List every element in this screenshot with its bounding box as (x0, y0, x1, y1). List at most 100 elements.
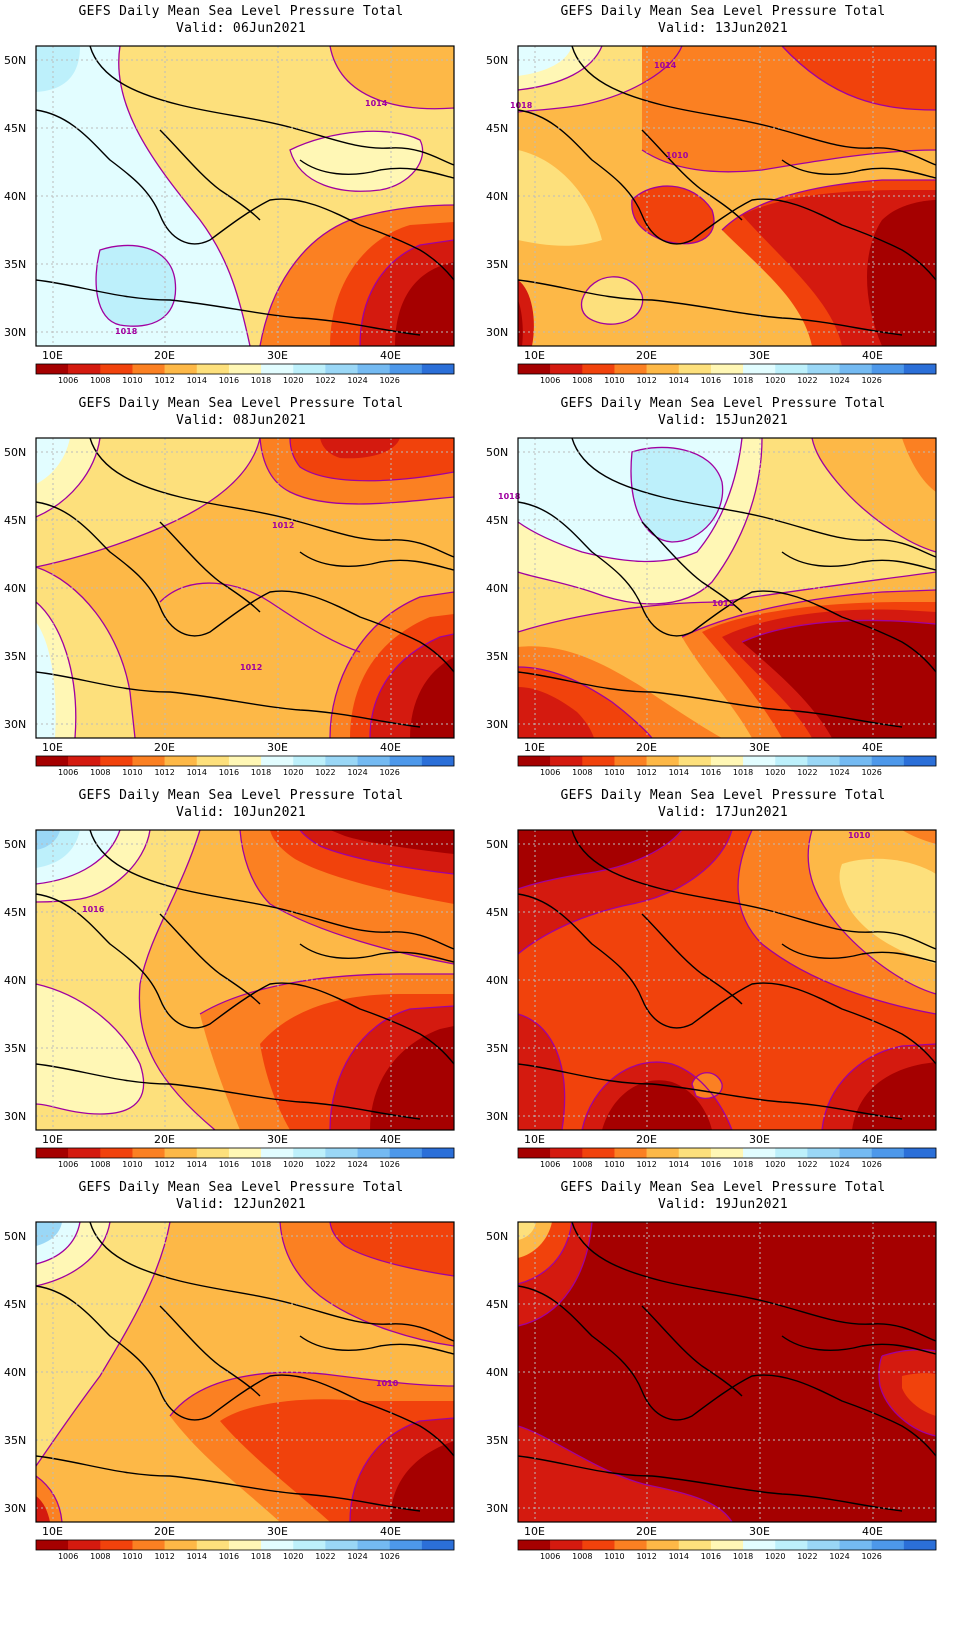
colorbar-swatch (582, 1148, 615, 1158)
colorbar-swatch (36, 1540, 69, 1550)
contour-label: 1010 (848, 831, 871, 840)
colorbar-label: 1014 (187, 768, 207, 777)
colorbar-label: 1012 (636, 768, 656, 777)
contour-label: 1014 (365, 99, 388, 108)
lon-label: 40E (862, 741, 883, 754)
colorbar-swatch (100, 1540, 133, 1550)
lon-label: 20E (154, 1133, 175, 1146)
map-panel-10jun: GEFS Daily Mean Sea Level Pressure Total… (0, 784, 482, 1194)
lon-label: 10E (524, 741, 545, 754)
contour-label: 1018 (510, 101, 533, 110)
colorbar-swatch (325, 1540, 358, 1550)
colorbar-label: 1012 (154, 1160, 174, 1169)
colorbar-swatch (132, 364, 165, 374)
colorbar-label: 1010 (604, 1552, 624, 1561)
colorbar-swatch (614, 1148, 647, 1158)
colorbar-swatch (646, 364, 680, 374)
lat-label: 35N (486, 1434, 508, 1447)
colorbar-label: 1014 (669, 376, 689, 385)
colorbar-label: 1008 (572, 1552, 592, 1561)
colorbar-label: 1018 (733, 768, 753, 777)
panel-title: GEFS Daily Mean Sea Level Pressure Total (560, 1180, 886, 1195)
lon-label: 30E (749, 1133, 770, 1146)
colorbar-swatch (164, 756, 198, 766)
colorbar-swatch (325, 1148, 358, 1158)
map-panel-06jun: GEFS Daily Mean Sea Level Pressure Total… (0, 0, 482, 410)
lat-label: 45N (4, 906, 26, 919)
colorbar-label: 1024 (347, 376, 367, 385)
lat-label: 45N (4, 514, 26, 527)
lat-label: 40N (486, 582, 508, 595)
lat-label: 30N (4, 326, 26, 339)
lat-label: 50N (4, 838, 26, 851)
colorbar-swatch (36, 756, 69, 766)
lat-label: 35N (486, 650, 508, 663)
colorbar-swatch (710, 756, 744, 766)
lon-label: 10E (42, 741, 63, 754)
colorbar-swatch (743, 1540, 776, 1550)
colorbar-label: 1018 (251, 1160, 271, 1169)
colorbar-swatch (646, 756, 680, 766)
lat-label: 50N (486, 1230, 508, 1243)
colorbar-swatch (68, 1148, 101, 1158)
colorbar-label: 1016 (219, 376, 239, 385)
colorbar-label: 1020 (765, 768, 785, 777)
lat-label: 40N (4, 1366, 26, 1379)
lat-label: 30N (486, 326, 508, 339)
colorbar-swatch (743, 1148, 776, 1158)
lat-label: 45N (486, 514, 508, 527)
colorbar-swatch (871, 364, 905, 374)
colorbar-label: 1018 (251, 376, 271, 385)
colorbar-swatch (261, 1540, 294, 1550)
colorbar-swatch (421, 756, 455, 766)
panel-valid-date: Valid: 13Jun2021 (657, 21, 789, 36)
colorbar-swatch (775, 1540, 808, 1550)
colorbar-swatch (357, 364, 390, 374)
colorbar-swatch (36, 1148, 69, 1158)
colorbar-label: 1016 (219, 1160, 239, 1169)
lat-label: 40N (4, 190, 26, 203)
colorbar-label: 1006 (58, 376, 78, 385)
colorbar-label: 1006 (540, 376, 560, 385)
lat-label: 50N (486, 54, 508, 67)
lat-label: 30N (4, 718, 26, 731)
colorbar-swatch (550, 756, 583, 766)
pressure-map: 1014 1018 50N 45N 40N 35N 30N 10E 20E 30… (4, 45, 455, 385)
lat-label: 50N (4, 1230, 26, 1243)
contour-label: 1014 (654, 61, 677, 70)
colorbar-label: 1014 (187, 1552, 207, 1561)
colorbar-label: 1020 (283, 1552, 303, 1561)
contour-label: 1012 (240, 663, 262, 672)
colorbar-swatch (196, 756, 230, 766)
colorbar-swatch (550, 1148, 583, 1158)
lon-label: 20E (636, 741, 657, 754)
pressure-map: 1010 50N 45N 40N 35N 30N 10E 20E 30E 40E… (486, 829, 937, 1169)
colorbar-label: 1024 (347, 1160, 367, 1169)
lon-label: 20E (636, 349, 657, 362)
lon-label: 20E (636, 1133, 657, 1146)
colorbar-swatch (678, 756, 712, 766)
colorbar-swatch (807, 1148, 840, 1158)
lat-label: 50N (4, 54, 26, 67)
colorbar-label: 1008 (572, 376, 592, 385)
pressure-map: 1012 1018 50N 45N 40N 35N 30N 10E 20E 30… (486, 437, 937, 777)
lat-label: 35N (4, 1434, 26, 1447)
colorbar-swatch (389, 756, 423, 766)
colorbar-swatch (293, 1540, 326, 1550)
colorbar-label: 1024 (347, 1552, 367, 1561)
colorbar-swatch (261, 756, 294, 766)
colorbar-swatch (710, 1540, 744, 1550)
colorbar-swatch (100, 756, 133, 766)
panel-title: GEFS Daily Mean Sea Level Pressure Total (560, 396, 886, 411)
colorbar-swatch (710, 364, 744, 374)
colorbar-swatch (839, 756, 872, 766)
colorbar-swatch (421, 1540, 455, 1550)
colorbar-swatch (132, 756, 165, 766)
colorbar-label: 1020 (283, 376, 303, 385)
colorbar-swatch (164, 1148, 198, 1158)
lat-label: 30N (486, 1502, 508, 1515)
colorbar-swatch (389, 1540, 423, 1550)
colorbar-swatch (293, 364, 326, 374)
lat-label: 40N (4, 582, 26, 595)
colorbar-label: 1006 (58, 1552, 78, 1561)
